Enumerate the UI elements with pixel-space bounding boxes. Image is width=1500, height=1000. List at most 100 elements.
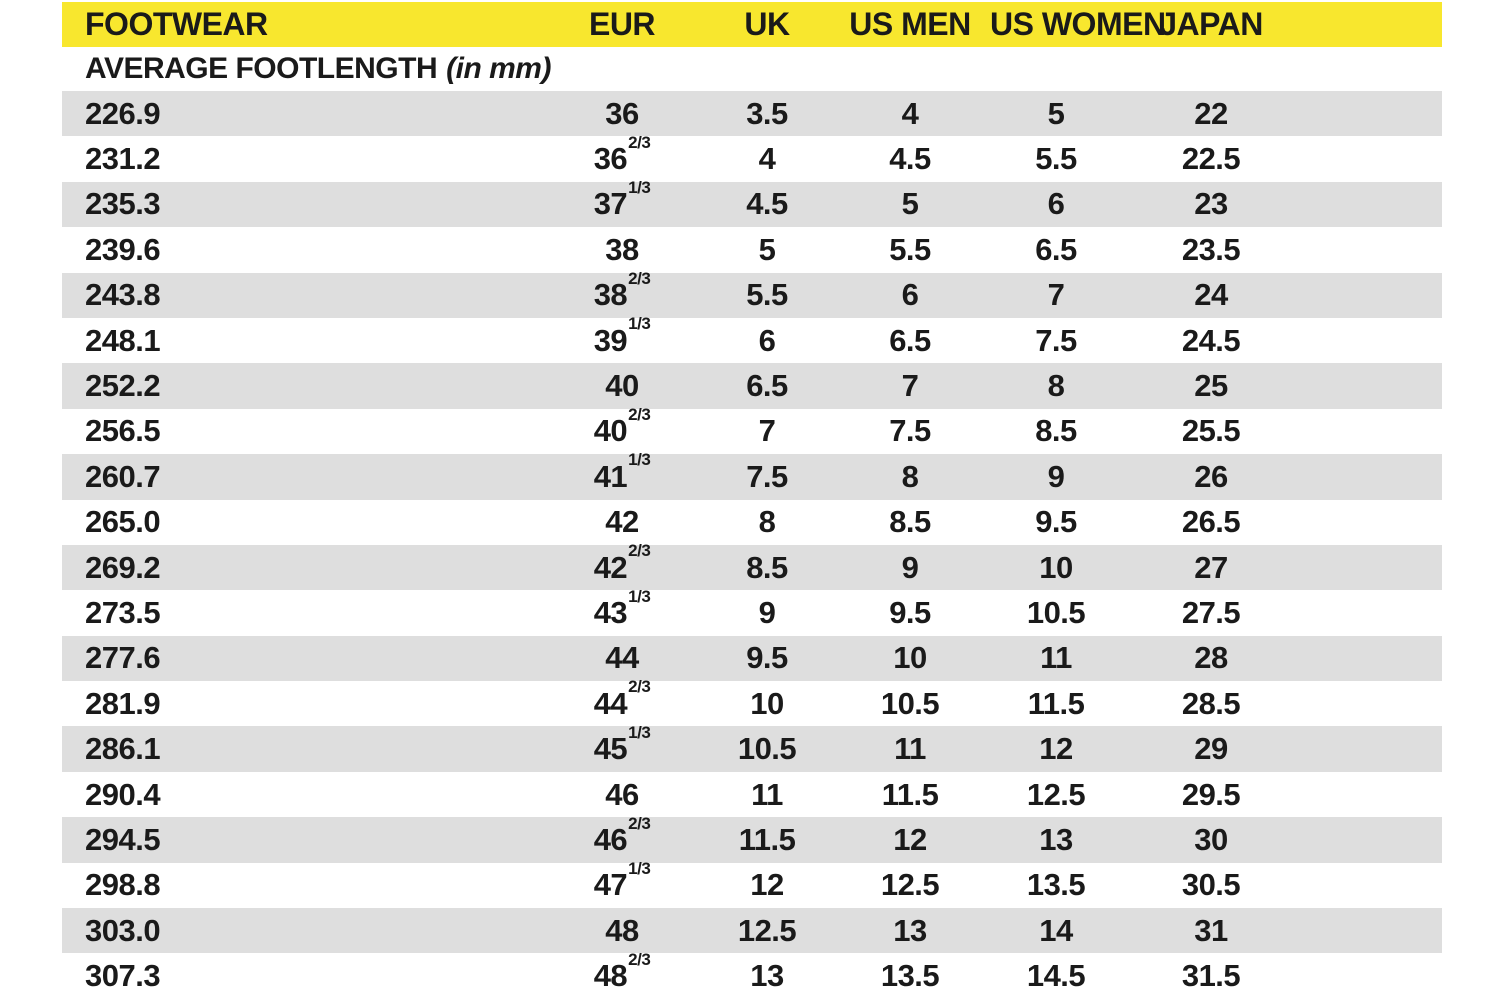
- eur-size-fraction: 1/3: [628, 586, 651, 606]
- cell-us-men: 10.5: [880, 685, 940, 721]
- table-row: 226.9 36 3.5 4 5 22: [62, 91, 1442, 137]
- subheader-label: AVERAGE FOOTLENGTH: [85, 52, 438, 85]
- table-row: 294.5 462/3 11.5 12 13 30: [62, 814, 1442, 863]
- cell-us-women: 7: [1047, 277, 1065, 313]
- cell-japan: 25: [1194, 368, 1228, 404]
- table-row: 290.4 46 11 11.5 12.5 29.5: [62, 771, 1442, 818]
- subheader-unit-note: (in mm): [446, 52, 551, 85]
- cell-footlength: 298.8: [85, 867, 161, 903]
- column-header-eur: EUR: [588, 6, 656, 42]
- eur-size-fraction: 2/3: [628, 132, 651, 152]
- cell-uk: 5: [758, 231, 776, 267]
- eur-size-fraction: 1/3: [628, 859, 651, 878]
- eur-size-value: 48: [605, 912, 639, 948]
- column-header-footlength: FOOTWEAR: [85, 6, 268, 42]
- cell-us-men: 13: [893, 912, 927, 948]
- eur-size-value: 44: [605, 640, 639, 676]
- cell-eur: 471/3: [540, 859, 704, 903]
- cell-eur: 462/3: [540, 814, 704, 858]
- cell-uk: 3.5: [746, 95, 788, 131]
- cell-us-men: 7.5: [889, 413, 931, 449]
- cell-japan: 29: [1194, 731, 1228, 767]
- cell-japan: 30.5: [1181, 867, 1241, 903]
- table-row: 277.6 44 9.5 10 11 28: [62, 635, 1442, 682]
- cell-eur: 42: [540, 504, 704, 540]
- table-row: 239.6 38 5 5.5 6.5 23.5: [62, 227, 1442, 273]
- eur-size-fraction: 2/3: [628, 405, 651, 425]
- cell-us-men: 5: [901, 186, 919, 222]
- cell-uk: 10: [750, 685, 784, 721]
- eur-size-value: 43: [593, 594, 628, 630]
- cell-uk: 4.5: [746, 186, 788, 222]
- footwear-size-conversion-table: FOOTWEAR EUR UK US MEN US WOMEN JAPAN AVERAGE …: [62, 2, 1442, 999]
- cell-eur: 371/3: [540, 178, 704, 222]
- cell-us-women: 10: [1039, 549, 1073, 585]
- cell-footlength: 269.2: [85, 549, 161, 585]
- cell-uk: 7: [758, 413, 776, 449]
- cell-us-men: 4.5: [889, 141, 931, 177]
- column-header-us_women: US WOMEN: [990, 6, 1166, 42]
- eur-size-value: 42: [605, 504, 639, 540]
- cell-us-women: 5: [1047, 95, 1065, 131]
- cell-us-women: 13.5: [1026, 867, 1086, 903]
- cell-eur: 431/3: [540, 587, 704, 631]
- eur-size-value: 40: [593, 413, 628, 449]
- cell-us-men: 11: [894, 731, 926, 767]
- cell-eur: 411/3: [540, 450, 704, 495]
- cell-uk: 12.5: [737, 912, 797, 948]
- cell-uk: 4: [758, 141, 776, 177]
- cell-uk: 7.5: [746, 458, 788, 494]
- eur-size-value: 42: [593, 549, 628, 585]
- subheader-cell: AVERAGE FOOTLENGTH (in mm): [62, 52, 1442, 86]
- cell-us-men: 8: [901, 458, 919, 494]
- cell-us-men: 8.5: [889, 504, 931, 540]
- table-row: 252.2 40 6.5 7 8 25: [62, 363, 1442, 409]
- cell-footlength: 286.1: [85, 731, 161, 767]
- cell-us-men: 6: [901, 277, 919, 313]
- eur-size-value: 48: [593, 958, 628, 994]
- cell-us-women: 11: [1040, 640, 1072, 676]
- cell-uk: 6: [758, 322, 776, 358]
- cell-uk: 8.5: [746, 549, 788, 585]
- table-row: 243.8 382/3 5.5 6 7 24: [62, 269, 1442, 318]
- eur-size-value: 46: [605, 776, 639, 812]
- eur-size-fraction: 2/3: [628, 677, 651, 697]
- column-header-japan: JAPAN: [1159, 6, 1263, 42]
- cell-footlength: 265.0: [85, 504, 161, 540]
- table-row: 303.0 48 12.5 13 14 31: [62, 908, 1442, 954]
- eur-size-value: 36: [593, 141, 628, 177]
- table-row: 307.3 482/3 13 13.5 14.5 31.5: [62, 950, 1442, 999]
- eur-size-fraction: 1/3: [628, 178, 651, 198]
- cell-japan: 27.5: [1181, 594, 1241, 630]
- cell-japan: 26: [1194, 458, 1228, 494]
- table-row: 256.5 402/3 7 7.5 8.5 25.5: [62, 405, 1442, 455]
- cell-footlength: 294.5: [85, 821, 161, 857]
- cell-japan: 28: [1194, 640, 1228, 676]
- cell-uk: 11: [751, 776, 783, 812]
- cell-footlength: 248.1: [85, 322, 161, 358]
- eur-size-fraction: 1/3: [628, 722, 651, 742]
- cell-us-men: 7: [901, 368, 919, 404]
- cell-us-men: 9: [901, 549, 919, 585]
- cell-us-women: 6: [1047, 186, 1065, 222]
- cell-us-men: 13.5: [880, 958, 940, 994]
- cell-uk: 12: [750, 867, 784, 903]
- eur-size-value: 37: [593, 186, 628, 222]
- cell-japan: 26.5: [1181, 504, 1241, 540]
- cell-japan: 24.5: [1181, 322, 1241, 358]
- eur-size-value: 38: [593, 277, 628, 313]
- table-row: 286.1 451/3 10.5 11 12 29: [62, 722, 1442, 772]
- eur-size-value: 40: [605, 368, 639, 404]
- cell-uk: 9.5: [746, 640, 788, 676]
- cell-eur: 442/3: [540, 677, 704, 722]
- cell-eur: 48: [540, 913, 704, 949]
- cell-us-men: 5.5: [889, 231, 931, 267]
- table-row: 235.3 371/3 4.5 5 6 23: [62, 178, 1442, 228]
- cell-eur: 44: [540, 640, 704, 676]
- cell-us-women: 6.5: [1035, 231, 1077, 267]
- cell-uk: 13: [750, 958, 784, 994]
- cell-japan: 25.5: [1181, 413, 1241, 449]
- cell-footlength: 231.2: [85, 141, 161, 177]
- cell-japan: 27: [1194, 549, 1228, 585]
- cell-footlength: 235.3: [85, 186, 161, 222]
